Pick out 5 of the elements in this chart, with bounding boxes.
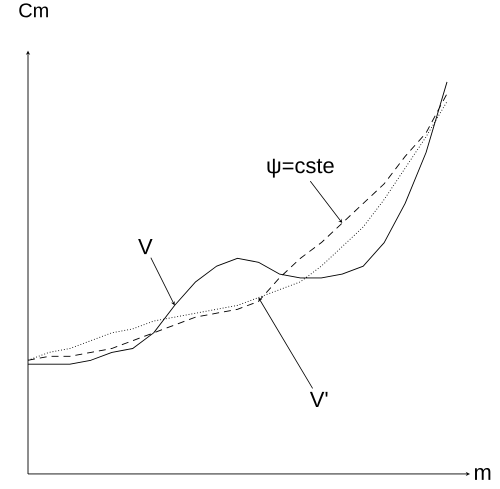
series-label: ψ=cste bbox=[267, 158, 334, 178]
y-axis-title: Cm bbox=[19, 3, 48, 18]
text: V' bbox=[310, 392, 328, 408]
text: V bbox=[138, 239, 153, 254]
x-axis-title: m bbox=[474, 468, 490, 480]
